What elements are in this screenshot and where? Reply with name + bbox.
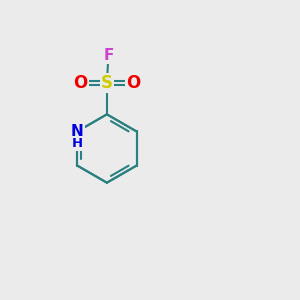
Text: O: O <box>73 74 87 92</box>
Text: S: S <box>101 74 113 92</box>
Text: O: O <box>126 74 141 92</box>
Text: N: N <box>71 124 84 139</box>
Text: F: F <box>103 48 114 63</box>
Text: H: H <box>72 137 83 150</box>
